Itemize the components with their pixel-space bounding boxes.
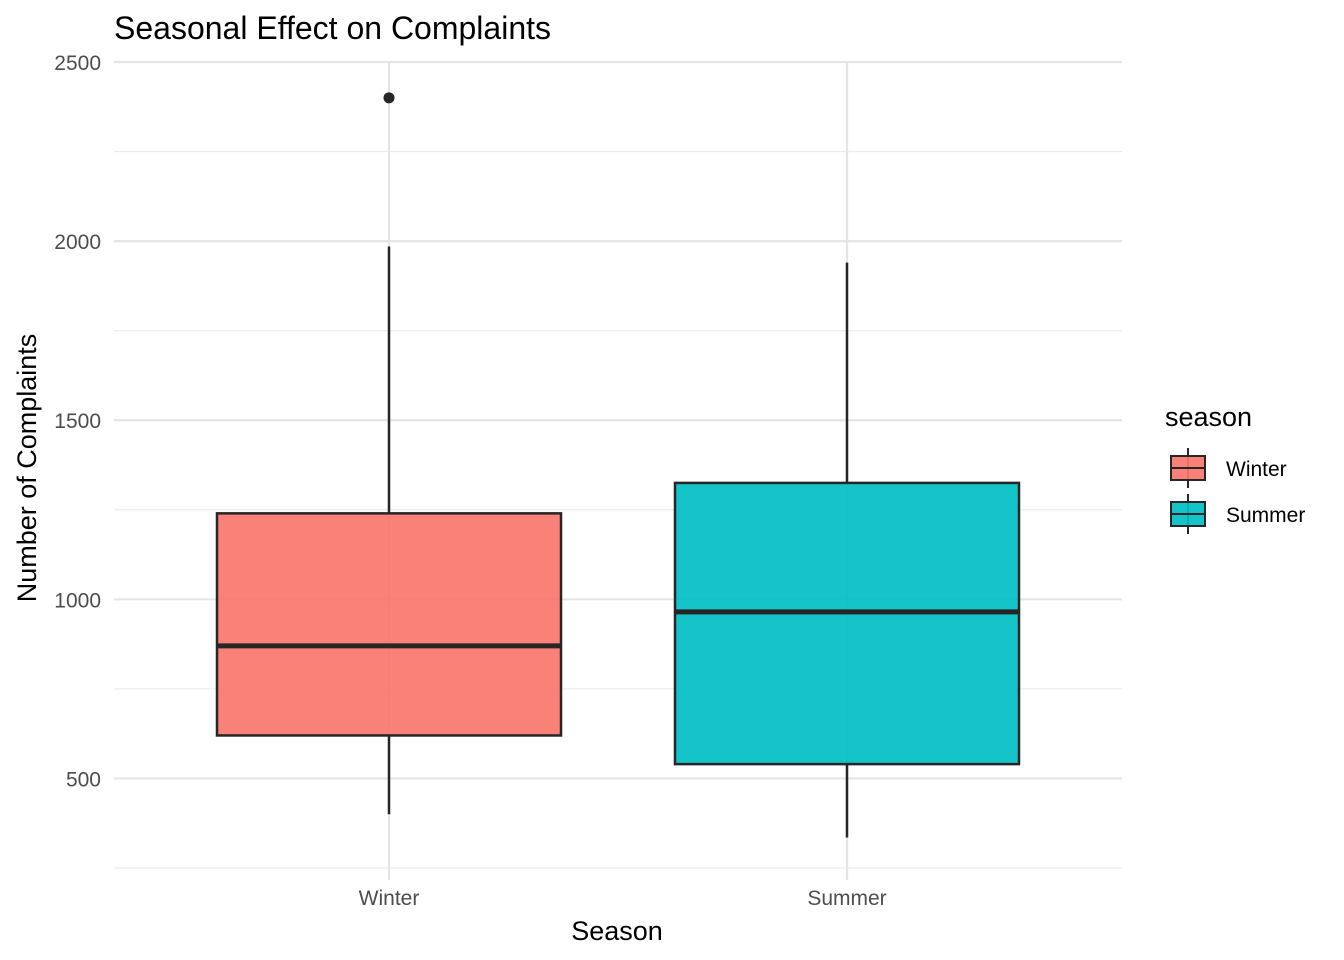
y-axis-ticks: 500 1000 1500 2000 2500 — [54, 52, 101, 791]
legend-item-winter: Winter — [1170, 448, 1287, 488]
legend-label: Summer — [1226, 504, 1305, 527]
chart-title: Seasonal Effect on Complaints — [114, 10, 551, 46]
y-tick-label: 1000 — [54, 589, 101, 612]
y-tick-label: 500 — [66, 768, 101, 791]
legend: season Winter Summer — [1165, 402, 1305, 534]
box-series — [215, 92, 1021, 838]
x-axis-title: Season — [571, 916, 663, 946]
x-axis-ticks: Winter Summer — [359, 887, 887, 910]
box-winter — [215, 92, 563, 815]
x-tick-label: Winter — [359, 887, 420, 910]
y-tick-label: 1500 — [54, 410, 101, 433]
legend-item-summer: Summer — [1170, 494, 1305, 534]
y-tick-label: 2000 — [54, 231, 101, 254]
box-iqr — [215, 512, 563, 737]
y-axis-title: Number of Complaints — [12, 334, 42, 603]
y-tick-label: 2500 — [54, 52, 101, 75]
x-tick-label: Summer — [807, 887, 886, 910]
legend-label: Winter — [1226, 458, 1287, 481]
box-summer — [673, 262, 1021, 838]
box-iqr — [673, 481, 1021, 766]
legend-title: season — [1165, 402, 1252, 432]
outlier-point — [383, 92, 395, 104]
